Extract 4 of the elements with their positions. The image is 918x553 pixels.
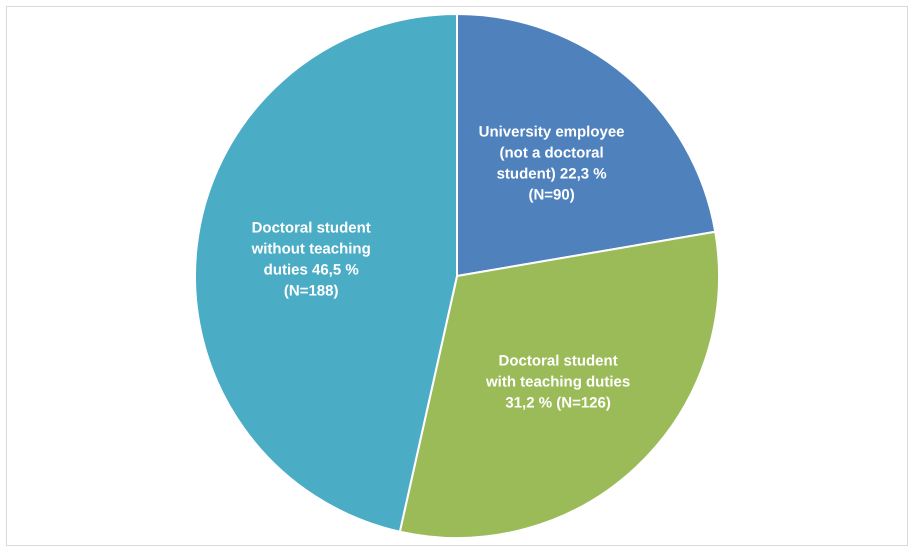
slice-label: University employee (not a doctoral student) 22,3 % (N=90) — [478, 123, 625, 204]
data-label: 31,2 % (N=126) — [505, 394, 611, 412]
slice-label: Doctoral student with teaching duties — [485, 352, 630, 390]
slice-label: Doctoral student without teaching duties 46,5 % (N=188) — [250, 220, 371, 300]
